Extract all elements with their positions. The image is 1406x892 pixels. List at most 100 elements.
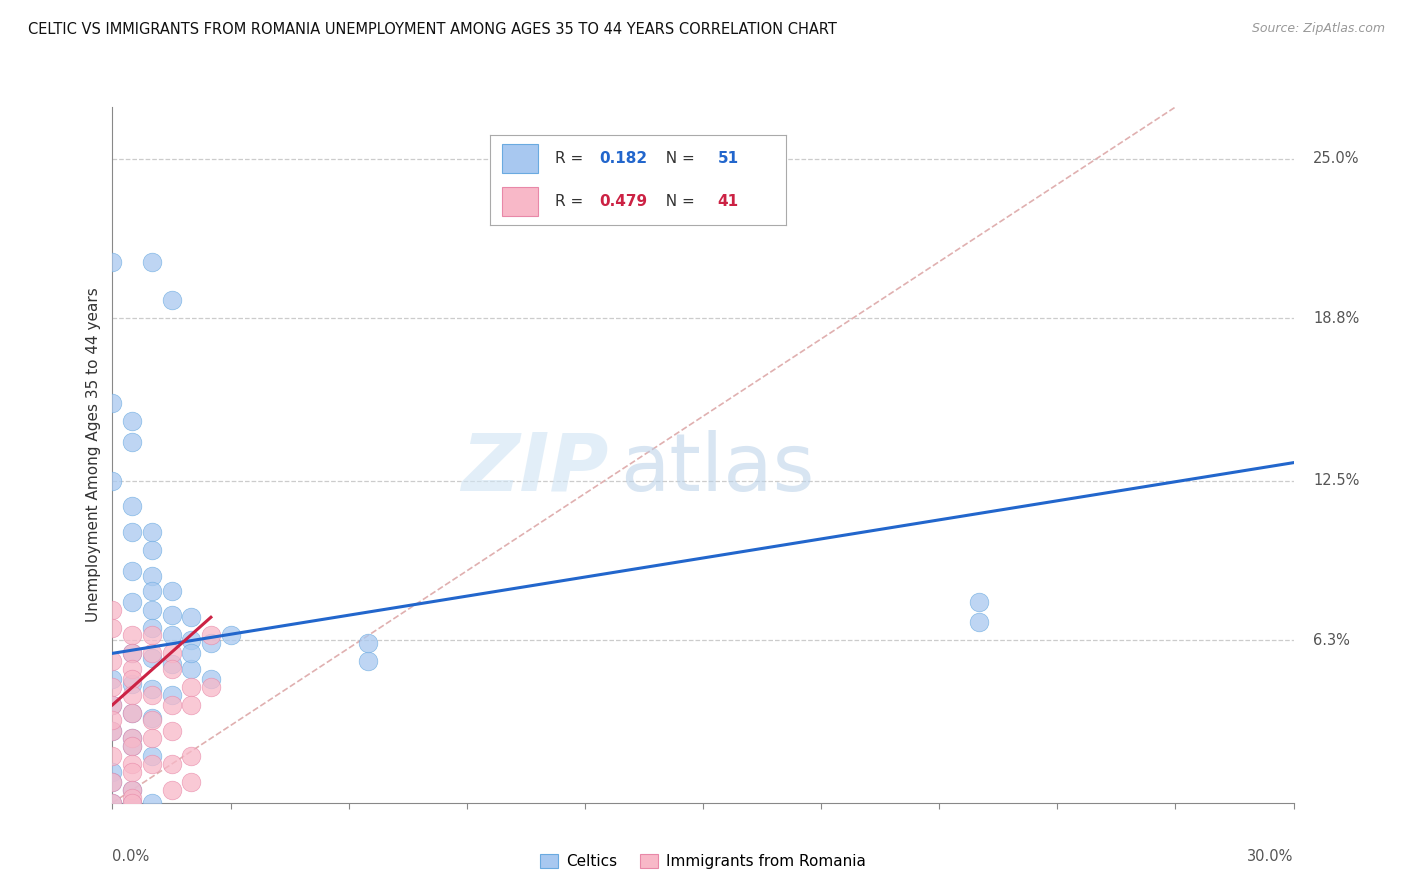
Point: [101, 714, 124, 728]
Point: [121, 646, 143, 660]
Point: [160, 698, 183, 712]
Point: [121, 435, 143, 450]
FancyBboxPatch shape: [502, 187, 537, 216]
Point: [121, 739, 143, 753]
Point: [160, 646, 183, 660]
Point: [141, 602, 163, 616]
Point: [141, 711, 163, 725]
Point: [141, 688, 163, 702]
Point: [101, 621, 124, 635]
Point: [121, 628, 143, 642]
Text: atlas: atlas: [620, 430, 814, 508]
Point: [121, 564, 143, 578]
Point: [101, 672, 124, 686]
Point: [141, 254, 163, 268]
Point: [141, 749, 163, 764]
Point: [121, 731, 143, 746]
Point: [967, 595, 990, 609]
Point: [160, 628, 183, 642]
Point: [121, 783, 143, 797]
Point: [180, 680, 202, 694]
Point: [121, 731, 143, 746]
Point: [101, 698, 124, 712]
Text: R =: R =: [555, 194, 589, 210]
Point: [101, 602, 124, 616]
Point: [160, 657, 183, 671]
Point: [180, 749, 202, 764]
Text: N =: N =: [655, 194, 699, 210]
Point: [160, 757, 183, 772]
Point: [141, 525, 163, 540]
Point: [101, 698, 124, 712]
Text: Source: ZipAtlas.com: Source: ZipAtlas.com: [1251, 22, 1385, 36]
Point: [141, 757, 163, 772]
Text: 51: 51: [717, 151, 740, 166]
Point: [141, 646, 163, 660]
Point: [180, 662, 202, 676]
Point: [121, 500, 143, 514]
Point: [101, 723, 124, 738]
Point: [160, 293, 183, 308]
Point: [967, 615, 990, 630]
Point: [141, 714, 163, 728]
Point: [160, 688, 183, 702]
Text: CELTIC VS IMMIGRANTS FROM ROMANIA UNEMPLOYMENT AMONG AGES 35 TO 44 YEARS CORRELA: CELTIC VS IMMIGRANTS FROM ROMANIA UNEMPL…: [28, 22, 837, 37]
Text: 0.0%: 0.0%: [112, 849, 149, 864]
Point: [121, 646, 143, 660]
Point: [160, 607, 183, 622]
Point: [101, 654, 124, 668]
Point: [121, 796, 143, 810]
Text: 6.3%: 6.3%: [1313, 633, 1350, 648]
Legend: Celtics, Immigrants from Romania: Celtics, Immigrants from Romania: [534, 848, 872, 875]
FancyBboxPatch shape: [502, 144, 537, 173]
Point: [121, 764, 143, 779]
Point: [101, 775, 124, 789]
Point: [357, 654, 380, 668]
Point: [101, 474, 124, 488]
Point: [121, 706, 143, 720]
Point: [160, 783, 183, 797]
Y-axis label: Unemployment Among Ages 35 to 44 years: Unemployment Among Ages 35 to 44 years: [86, 287, 101, 623]
Point: [180, 646, 202, 660]
Point: [160, 584, 183, 599]
Point: [121, 739, 143, 753]
Point: [180, 775, 202, 789]
Point: [141, 621, 163, 635]
Point: [141, 651, 163, 665]
Point: [121, 783, 143, 797]
Point: [121, 525, 143, 540]
Point: [121, 662, 143, 676]
Point: [160, 662, 183, 676]
Point: [357, 636, 380, 650]
Point: [141, 569, 163, 583]
Point: [160, 723, 183, 738]
Point: [121, 414, 143, 428]
Text: 18.8%: 18.8%: [1313, 310, 1360, 326]
Text: 0.479: 0.479: [599, 194, 648, 210]
Point: [121, 595, 143, 609]
Point: [180, 698, 202, 712]
Point: [101, 723, 124, 738]
Point: [101, 680, 124, 694]
Point: [101, 764, 124, 779]
Text: 0.182: 0.182: [599, 151, 648, 166]
Point: [121, 677, 143, 691]
Point: [180, 610, 202, 624]
Text: 30.0%: 30.0%: [1247, 849, 1294, 864]
Point: [141, 543, 163, 558]
Text: N =: N =: [655, 151, 699, 166]
Point: [121, 706, 143, 720]
Text: 25.0%: 25.0%: [1313, 151, 1360, 166]
Point: [121, 790, 143, 805]
Point: [101, 254, 124, 268]
Point: [200, 636, 222, 650]
Point: [121, 796, 143, 810]
Point: [101, 775, 124, 789]
Point: [121, 688, 143, 702]
Text: ZIP: ZIP: [461, 430, 609, 508]
Text: R =: R =: [555, 151, 589, 166]
Point: [101, 796, 124, 810]
Point: [200, 680, 222, 694]
Point: [101, 749, 124, 764]
Text: 41: 41: [717, 194, 740, 210]
